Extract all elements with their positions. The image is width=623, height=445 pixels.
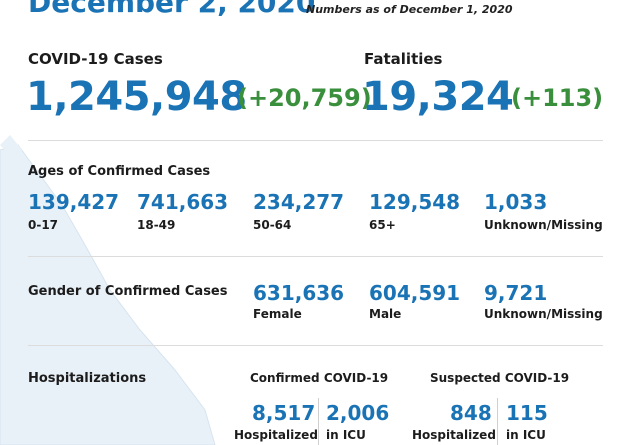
cases-label: COVID-19 Cases [28,50,163,68]
suspected-hospitalized-value: 848 [450,401,492,425]
gender-value: 604,591 [369,281,461,305]
age-value: 129,548 [369,190,461,214]
age-value: 741,663 [137,190,229,214]
ages-section-title: Ages of Confirmed Cases [28,164,211,179]
report-date: December 2, 2020 [28,0,316,19]
divider [28,140,603,141]
age-label: 65+ [369,218,396,232]
cases-delta: (+20,759) [237,84,372,112]
fatalities-delta: (+113) [511,84,604,112]
suspected-hospitalized-label: Hospitalized [412,428,496,442]
age-label: 0-17 [28,218,59,232]
confirmed-hospitalized-value: 8,517 [252,401,316,425]
as-of-note: Numbers as of December 1, 2020 [306,3,513,16]
suspected-icu-label: in ICU [506,428,546,442]
column-divider [318,398,319,445]
hospitalizations-section-title: Hospitalizations [28,371,147,386]
fatalities-value: 19,324 [362,74,514,120]
suspected-icu-value: 115 [506,401,548,425]
gender-section-title: Gender of Confirmed Cases [28,284,228,299]
age-label: 50-64 [253,218,292,232]
gender-value: 9,721 [484,281,548,305]
suspected-covid-heading: Suspected COVID-19 [430,371,570,385]
fatalities-label: Fatalities [364,50,443,68]
confirmed-icu-value: 2,006 [326,401,390,425]
divider [28,345,603,346]
age-value: 1,033 [484,190,548,214]
confirmed-icu-label: in ICU [326,428,366,442]
age-label: Unknown/Missing [484,218,603,232]
gender-label: Unknown/Missing [484,307,603,321]
divider [28,256,603,257]
confirmed-covid-heading: Confirmed COVID-19 [250,371,389,385]
cases-value: 1,245,948 [26,74,247,120]
age-label: 18-49 [137,218,176,232]
gender-label: Male [369,307,402,321]
confirmed-hospitalized-label: Hospitalized [234,428,318,442]
age-value: 234,277 [253,190,345,214]
column-divider [497,398,498,445]
gender-value: 631,636 [253,281,345,305]
gender-label: Female [253,307,302,321]
age-value: 139,427 [28,190,120,214]
